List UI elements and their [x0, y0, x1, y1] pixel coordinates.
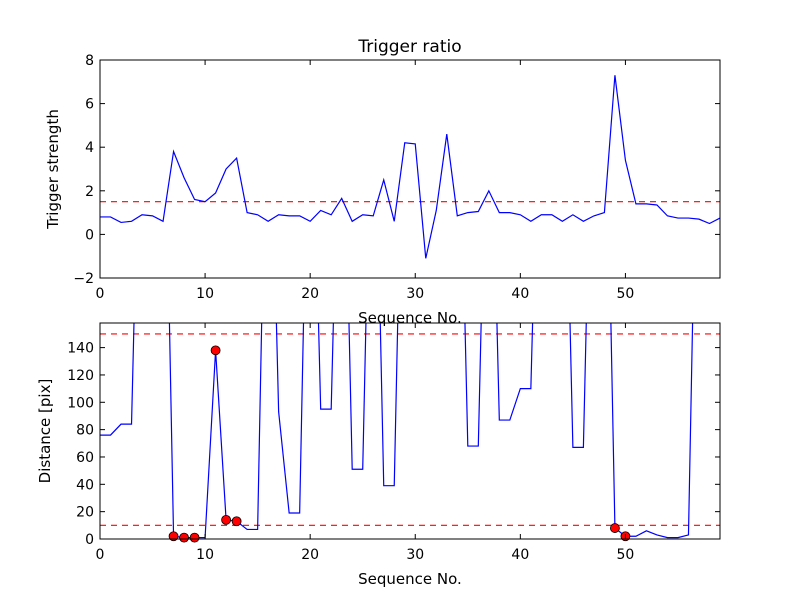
- x-tick-label: 30: [406, 286, 424, 302]
- axis-ticks: 0 10 20 30 40 50 0 20 40 60 80 100 120 140: [67, 323, 720, 563]
- series-line: [100, 323, 694, 539]
- y-tick-label: 6: [85, 97, 94, 113]
- data-marker: [610, 523, 620, 533]
- x-tick-label: 40: [511, 286, 529, 302]
- x-tick-label: 0: [96, 547, 105, 563]
- y-tick-label: 60: [76, 450, 94, 466]
- chart-title: Trigger ratio: [357, 37, 461, 57]
- y-tick-label: 80: [76, 423, 94, 439]
- y-tick-label: 0: [85, 227, 94, 243]
- y-axis-label: Distance [pix]: [36, 379, 54, 484]
- y-tick-label: 40: [76, 477, 94, 493]
- x-tick-label: 30: [406, 547, 424, 563]
- series-line: [100, 75, 720, 259]
- y-tick-label: 100: [67, 395, 94, 411]
- y-tick-label: 4: [85, 140, 94, 156]
- data-marker: [179, 532, 189, 543]
- distance-chart: 0 10 20 30 40 50 0 20 40 60 80 100 120 140 Sequence N…: [36, 322, 721, 588]
- y-tick-label: 120: [67, 368, 94, 384]
- x-tick-label: 40: [511, 547, 529, 563]
- x-tick-label: 0: [96, 286, 105, 302]
- threshold-lines: [100, 333, 720, 526]
- x-tick-label: 50: [617, 547, 635, 563]
- plot-frame: [99, 59, 721, 279]
- data-marker: [189, 532, 200, 543]
- y-tick-label: 2: [85, 184, 94, 200]
- y-tick-label: 8: [85, 53, 94, 69]
- x-tick-label: 20: [301, 286, 319, 302]
- x-tick-label: 10: [196, 547, 214, 563]
- data-marker: [231, 516, 242, 527]
- data-marker: [210, 345, 221, 356]
- series-layer: [100, 75, 720, 259]
- x-axis-label: Sequence No.: [358, 570, 462, 588]
- x-tick-label: 10: [196, 286, 214, 302]
- y-tick-label: 0: [85, 532, 94, 548]
- y-tick-label: 140: [67, 341, 94, 357]
- y-tick-label: 20: [76, 505, 94, 521]
- x-axis-label: Sequence No.: [358, 309, 462, 327]
- y-tick-label: −2: [73, 271, 94, 287]
- x-tick-label: 50: [617, 286, 635, 302]
- series-layer: [100, 323, 694, 539]
- data-marker: [221, 514, 232, 525]
- x-tick-label: 20: [301, 547, 319, 563]
- y-axis-label: Trigger strength: [44, 109, 62, 230]
- plot-frame: [99, 322, 721, 540]
